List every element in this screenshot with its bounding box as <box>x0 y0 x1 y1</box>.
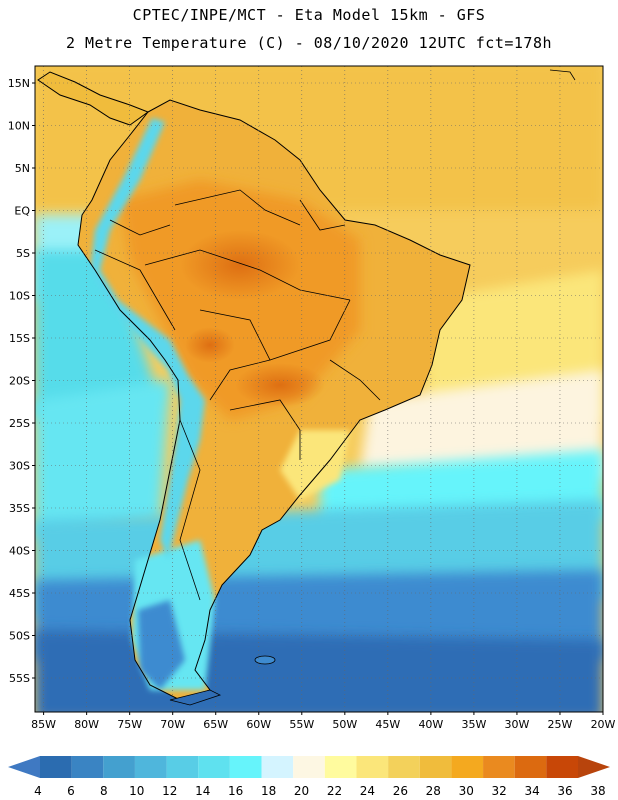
lon-tick-label: 65W <box>203 718 228 731</box>
colorbar-swatch <box>546 756 578 778</box>
graticule <box>35 66 604 712</box>
pacific-cyan <box>35 250 160 420</box>
temperature-colorbar: 4 6 8 10 12 14 16 18 20 22 24 26 28 30 32 34 36 38 <box>8 756 610 798</box>
caribbean-islands <box>549 69 576 81</box>
colorbar-swatch <box>166 756 199 778</box>
colorbar-label: 6 <box>67 784 75 798</box>
colorbar-swatch <box>419 756 452 778</box>
lon-tick-label: 85W <box>31 718 56 731</box>
lat-tick-label: 20S <box>9 375 30 388</box>
patagonia-cold <box>138 600 185 690</box>
colorbar-label: 8 <box>100 784 108 798</box>
lon-tick-label: 75W <box>117 718 142 731</box>
lat-tick-label: 40S <box>9 545 30 558</box>
tierra-del-fuego <box>169 689 222 706</box>
colorbar-swatch <box>388 756 420 778</box>
colorbar-label: 10 <box>129 784 144 798</box>
colorbar-swatch <box>451 756 484 778</box>
colorbar-swatch <box>514 756 547 778</box>
colorbar-label: 38 <box>590 784 605 798</box>
lon-tick-label: 45W <box>375 718 400 731</box>
lon-tick-label: 30W <box>505 718 530 731</box>
colorbar-swatch <box>356 756 389 778</box>
lat-tick-label: 5S <box>16 247 30 260</box>
falkland-islands <box>254 655 276 665</box>
longitude-axis: 85W 80W 75W 70W 65W 60W 55W 50W 45W 40W 35W 30W 25W 2… <box>31 712 616 731</box>
lat-tick-label: 5N <box>15 162 30 175</box>
coastline <box>77 99 471 701</box>
colorbar-swatch <box>40 756 72 778</box>
hot-core-amazon <box>180 230 300 300</box>
colorbar-swatch <box>134 756 167 778</box>
colorbar-label: 26 <box>393 784 408 798</box>
lon-tick-label: 40W <box>418 718 443 731</box>
latitude-axis: 15N 10N 5N EQ 5S 10S 15S 20S 25S 30S 35S 40S 45S 50S 5… <box>8 77 35 685</box>
colorbar-label: 4 <box>34 784 42 798</box>
lon-tick-label: 55W <box>289 718 314 731</box>
lon-tick-label: 70W <box>160 718 185 731</box>
colorbar-swatch <box>198 756 230 778</box>
colorbar-swatch <box>103 756 135 778</box>
andes-cold <box>90 118 205 560</box>
lon-tick-label: 25W <box>548 718 573 731</box>
lon-tick-label: 20W <box>591 718 616 731</box>
colorbar-label: 14 <box>195 784 210 798</box>
colorbar-low-arrow <box>8 756 40 778</box>
map-title-line-1: CPTEC/INPE/MCT - Eta Model 15km - GFS <box>132 6 486 24</box>
lon-tick-label: 80W <box>74 718 99 731</box>
colorbar-swatch <box>261 756 294 778</box>
map-field <box>35 66 603 712</box>
hot-core-paraguay <box>235 363 325 407</box>
hot-core-bolivia <box>185 327 235 363</box>
map-title-line-2: 2 Metre Temperature (C) - 08/10/2020 12U… <box>65 34 553 52</box>
colorbar-high-arrow <box>578 756 610 778</box>
lat-tick-label: 10N <box>8 120 30 133</box>
colorbar-label: 28 <box>426 784 441 798</box>
lat-tick-label: 55S <box>9 672 30 685</box>
colorbar-label: 30 <box>459 784 474 798</box>
lat-tick-label: 10S <box>9 290 30 303</box>
atlantic-pale <box>360 370 603 480</box>
lon-tick-label: 50W <box>332 718 357 731</box>
colorbar-label: 36 <box>557 784 572 798</box>
colorbar-swatch <box>293 756 325 778</box>
lat-tick-label: 50S <box>9 630 30 643</box>
colorbar-label: 18 <box>261 784 276 798</box>
colorbar-label: 16 <box>228 784 243 798</box>
lat-tick-label: 45S <box>9 587 30 600</box>
colorbar-label: 24 <box>360 784 375 798</box>
colorbar-label: 34 <box>524 784 539 798</box>
colorbar-label: 32 <box>492 784 507 798</box>
colorbar-swatch <box>483 756 515 778</box>
lat-tick-label: 15S <box>9 332 30 345</box>
pacific-cyan-south <box>35 380 170 540</box>
lat-tick-label: 25S <box>9 417 30 430</box>
central-america <box>37 71 150 126</box>
lat-tick-label: 35S <box>9 502 30 515</box>
colorbar-label: 20 <box>294 784 309 798</box>
colorbar-label: 22 <box>327 784 342 798</box>
lat-tick-label: 30S <box>9 460 30 473</box>
country-borders <box>94 189 381 601</box>
colorbar-swatch <box>71 756 104 778</box>
colorbar-label: 12 <box>162 784 177 798</box>
colorbar-swatch <box>229 756 262 778</box>
uruguay-mild <box>280 430 350 500</box>
southern-deep <box>35 630 603 712</box>
map-frame <box>34 65 604 713</box>
colorbar-swatch <box>324 756 357 778</box>
lon-tick-label: 60W <box>246 718 271 731</box>
lon-tick-label: 35W <box>461 718 486 731</box>
lat-tick-label: 15N <box>8 77 30 90</box>
lat-tick-label: EQ <box>14 205 30 218</box>
